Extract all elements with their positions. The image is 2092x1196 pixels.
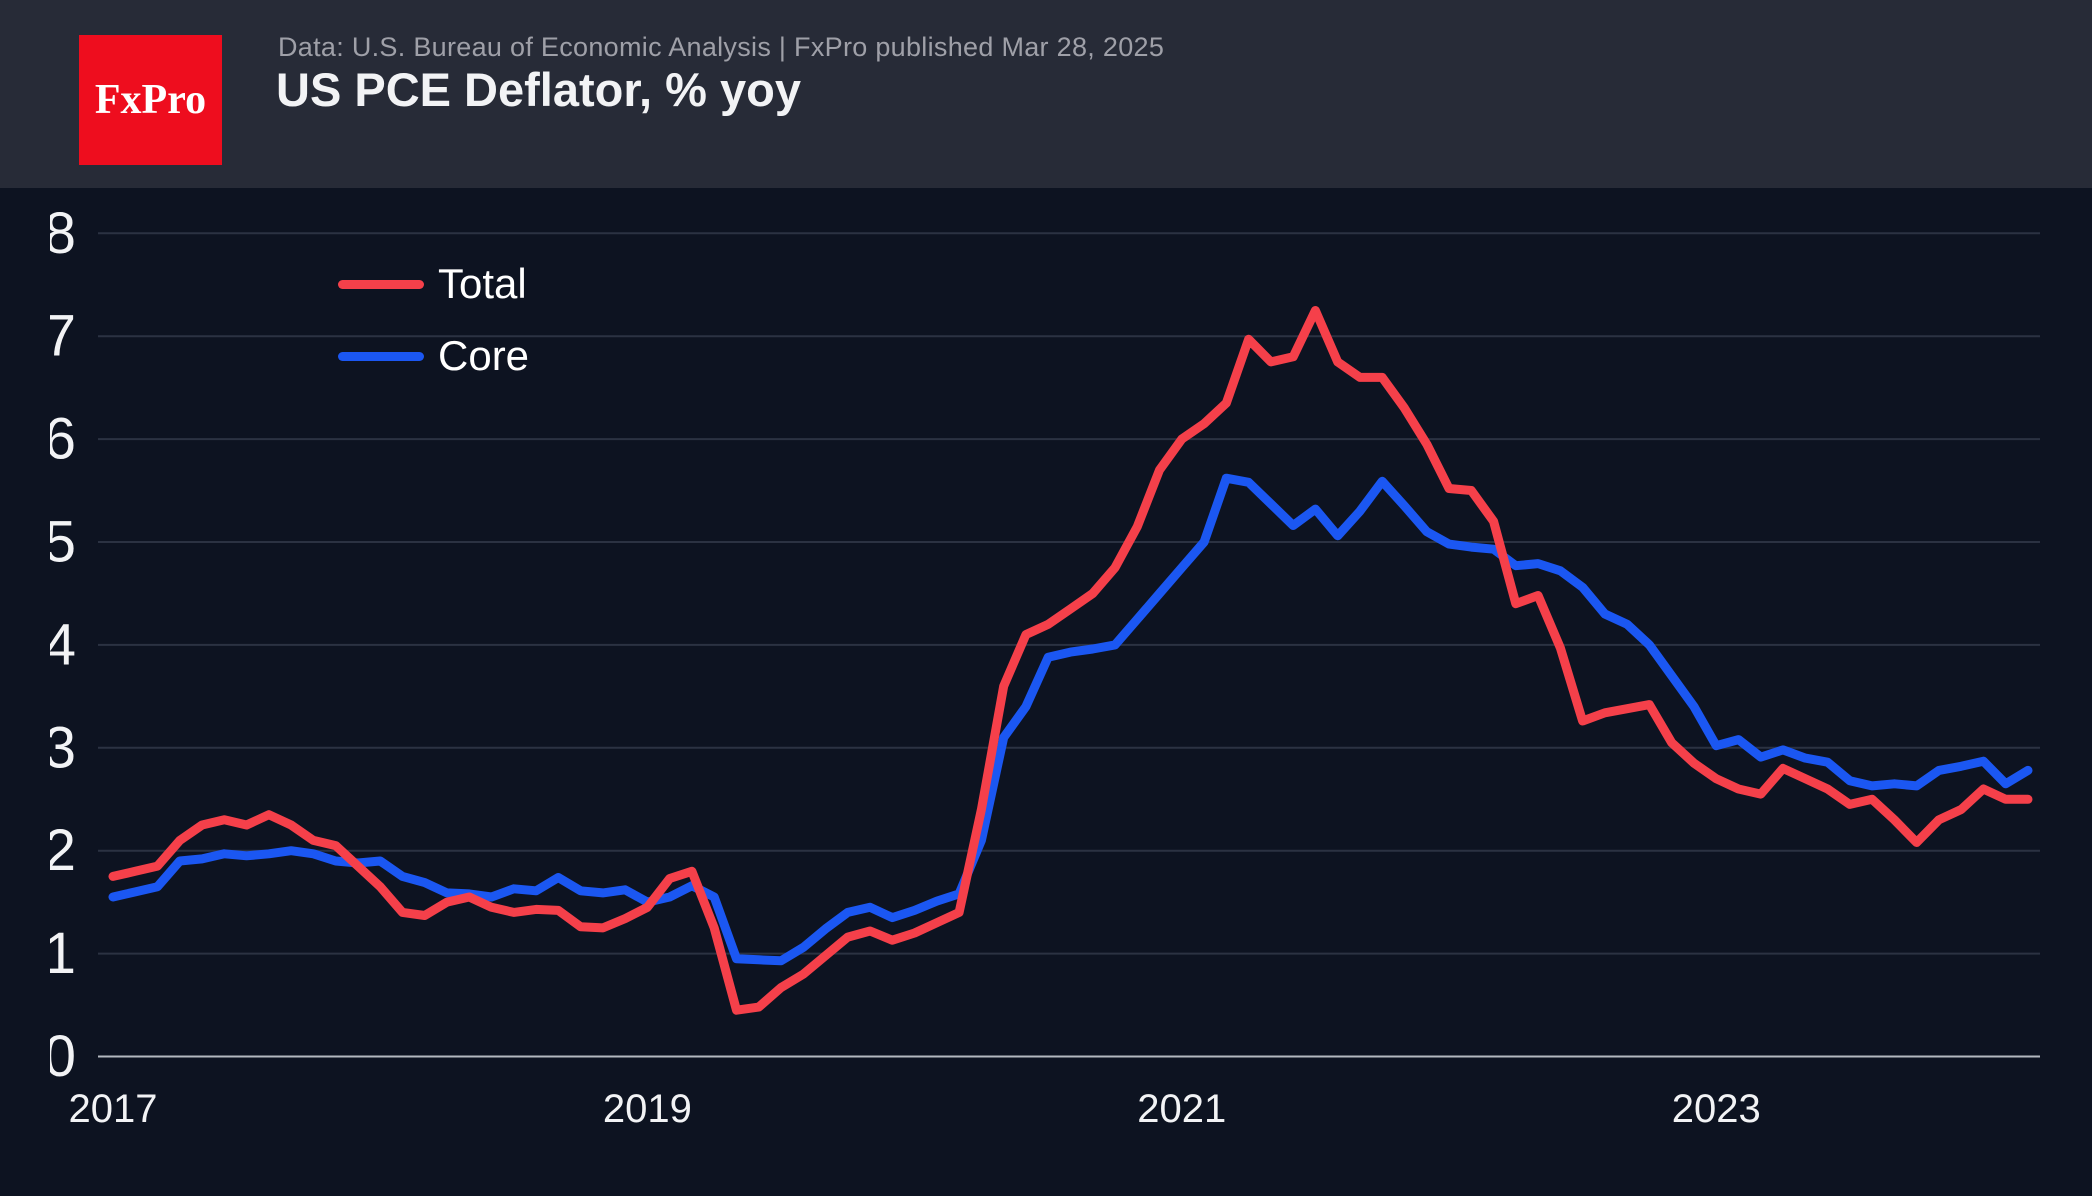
y-tick-label: 3: [44, 715, 76, 780]
x-tick-label: 2017: [69, 1087, 158, 1131]
legend-label-core: Core: [438, 332, 530, 379]
legend-label-total: Total: [438, 260, 527, 307]
y-tick-label: 0: [44, 1024, 76, 1089]
header: FxPro Data: U.S. Bureau of Economic Anal…: [0, 0, 2092, 188]
series-line-core: [108, 473, 2033, 966]
series-line-total: [108, 306, 2033, 1015]
fxpro-logo-text: FxPro: [94, 77, 207, 123]
y-tick-label: 5: [44, 510, 76, 575]
y-tick-label: 1: [44, 921, 76, 986]
x-tick-label: 2021: [1137, 1087, 1226, 1131]
x-tick-label: 2019: [603, 1087, 692, 1131]
fxpro-logo: FxPro: [79, 35, 222, 165]
y-tick-label: 7: [44, 304, 76, 369]
legend-swatch-total: [338, 279, 424, 289]
legend-item-total: Total: [338, 260, 529, 308]
legend: Total Core: [338, 260, 529, 380]
chart-source-caption: Data: U.S. Bureau of Economic Analysis |…: [278, 32, 1165, 62]
legend-item-core: Core: [338, 332, 529, 380]
y-tick-label: 6: [44, 407, 76, 472]
x-tick-label: 2023: [1672, 1087, 1761, 1131]
y-axis-labels: 0 1 2 3 4 5 6 7 8: [44, 201, 76, 1089]
y-tick-label: 2: [44, 818, 76, 883]
y-tick-label: 4: [44, 612, 76, 677]
y-tick-label: 8: [44, 201, 76, 266]
gridlines: [98, 232, 2040, 1058]
legend-swatch-core: [338, 351, 424, 361]
x-axis-labels: 2017 2019 2021 2023: [69, 1087, 1761, 1131]
chart-title: US PCE Deflator, % yoy: [276, 63, 801, 116]
